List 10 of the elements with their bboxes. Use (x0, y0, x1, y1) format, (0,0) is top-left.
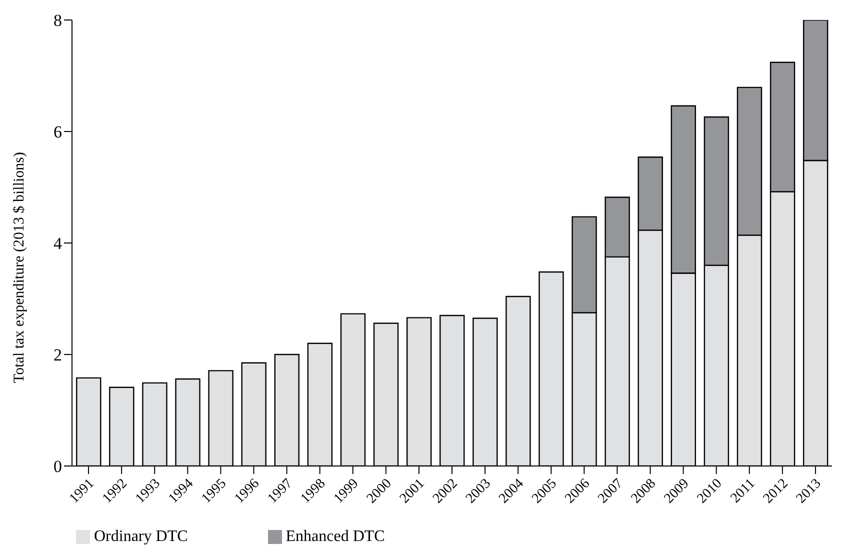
y-tick-label: 0 (54, 457, 62, 476)
y-axis-title: Total tax expenditure (2013 $ billions) (11, 152, 28, 383)
y-tick-label: 8 (54, 11, 62, 30)
legend-label: Enhanced DTC (286, 528, 385, 545)
x-tick-label: 1991 (66, 476, 98, 507)
x-tick-label: 2011 (728, 476, 758, 506)
y-tick-label: 2 (54, 346, 62, 365)
y-tick-label: 6 (54, 122, 62, 142)
legend-label: Ordinary DTC (94, 528, 188, 545)
y-tick-label: 4 (54, 234, 62, 254)
